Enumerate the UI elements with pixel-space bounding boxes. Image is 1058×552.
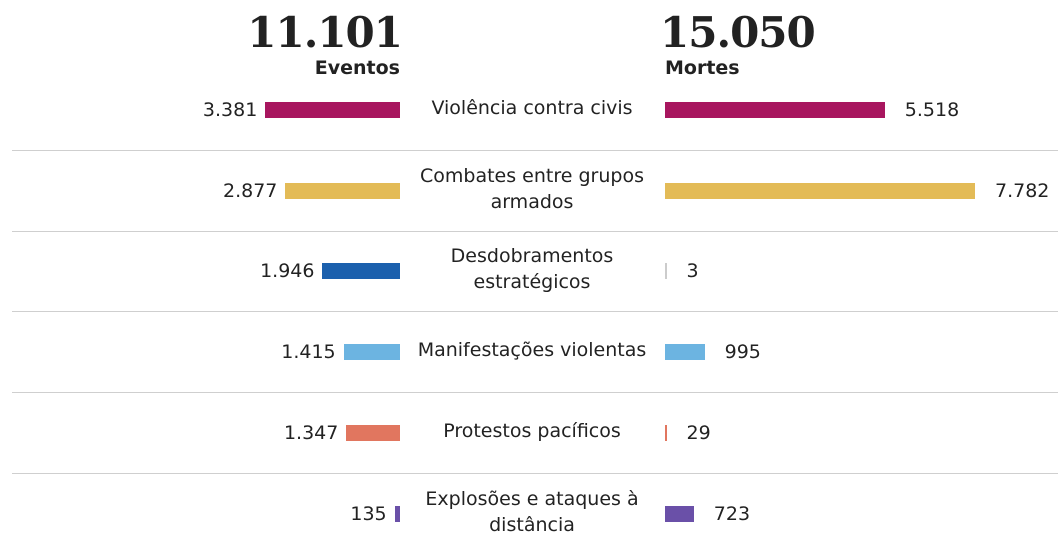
category-label: Violência contra civis xyxy=(431,97,633,119)
bar xyxy=(346,424,400,441)
value-label: 2.877 xyxy=(223,179,278,202)
value-label: 135 xyxy=(350,502,387,525)
separator xyxy=(12,392,1058,394)
separator xyxy=(12,150,1058,151)
value-label: 1.347 xyxy=(283,421,339,444)
separator xyxy=(12,311,1058,313)
total-left: 11.101 xyxy=(247,8,403,57)
series-name-left: Eventos xyxy=(314,57,400,79)
bar xyxy=(322,263,400,280)
value-label: 29 xyxy=(686,421,711,444)
total-right: 15.050 xyxy=(660,8,816,57)
category-label: Combates entre grupos armados xyxy=(420,164,644,213)
category-label: Explosões e ataques à distância xyxy=(425,487,639,536)
bar xyxy=(343,344,400,361)
bar xyxy=(285,182,400,199)
value-label: 1.946 xyxy=(260,260,315,283)
series-name-right: Mortes xyxy=(665,57,740,79)
value-label: 723 xyxy=(713,502,751,525)
bar xyxy=(665,424,667,441)
bar xyxy=(394,505,400,522)
bar xyxy=(665,263,667,280)
separator xyxy=(12,230,1058,232)
bar xyxy=(665,344,705,361)
value-label: 995 xyxy=(724,341,761,364)
value-label: 5.518 xyxy=(904,99,960,121)
category-label: Manifestações violentas xyxy=(417,339,647,362)
bar xyxy=(665,102,885,118)
bar xyxy=(665,505,694,522)
value-label: 7.782 xyxy=(995,179,1050,202)
value-label: 3 xyxy=(686,260,699,283)
bar xyxy=(265,102,400,118)
separator xyxy=(12,472,1058,474)
value-label: 3.381 xyxy=(202,99,258,121)
category-label: Protestos pacíficos xyxy=(443,419,621,442)
category-label: Desdobramentos estratégicos xyxy=(450,245,614,294)
bar xyxy=(665,182,975,199)
value-label: 1.415 xyxy=(281,341,336,364)
